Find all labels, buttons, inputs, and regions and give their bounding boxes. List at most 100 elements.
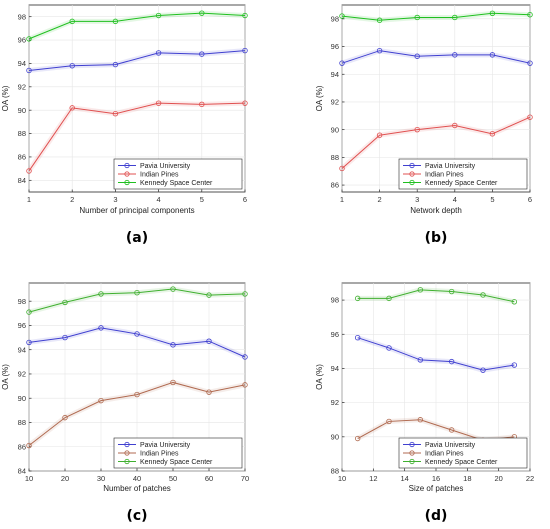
data-point [376, 48, 383, 54]
x-tick-label: 3 [415, 195, 419, 204]
data-point [98, 397, 104, 404]
y-tick-label: 88 [331, 467, 339, 476]
data-point [69, 105, 75, 111]
data-point [527, 60, 533, 66]
x-tick-label: 12 [369, 474, 377, 483]
data-point [376, 132, 383, 138]
data-point [511, 299, 518, 305]
x-tick-label: 6 [243, 195, 247, 204]
data-point [199, 10, 205, 16]
y-tick-label: 98 [331, 14, 339, 23]
y-tick-label: 94 [18, 59, 26, 68]
x-tick-label: 2 [378, 195, 382, 204]
x-tick-label: 60 [205, 474, 213, 483]
data-point [112, 61, 119, 68]
data-point [417, 357, 424, 363]
data-point [527, 114, 533, 120]
legend-entry: Pavia University [425, 163, 476, 170]
x-tick-label: 18 [463, 474, 471, 483]
data-point [448, 427, 455, 433]
data-point [489, 52, 496, 58]
x-tick-label: 40 [133, 474, 141, 483]
y-tick-label: 96 [18, 321, 26, 330]
y-axis-label: OA (%) [1, 85, 10, 111]
data-point [26, 36, 32, 42]
legend-entry: Kennedy Space Center [140, 459, 213, 466]
data-point [170, 342, 176, 348]
data-point [480, 292, 486, 298]
data-point [448, 288, 455, 295]
data-point [26, 339, 32, 346]
x-tick-label: 3 [113, 195, 117, 204]
legend-swatch-marker [409, 171, 415, 177]
data-point [98, 291, 104, 297]
legend-swatch-marker [124, 450, 130, 456]
x-tick-label: 1 [27, 195, 31, 204]
data-point [452, 122, 458, 129]
legend-swatch-marker [124, 162, 130, 169]
data-point [155, 100, 162, 106]
data-point [134, 290, 140, 296]
data-point [206, 338, 212, 344]
data-point [170, 379, 176, 386]
data-point [386, 345, 392, 351]
x-tick-label: 20 [61, 474, 69, 483]
y-tick-label: 90 [18, 106, 26, 115]
data-point [448, 358, 455, 365]
data-point [489, 131, 496, 137]
data-point [414, 53, 420, 59]
y-tick-label: 86 [18, 442, 26, 451]
y-tick-label: 88 [18, 418, 26, 427]
data-point [489, 10, 496, 17]
series-line [357, 289, 515, 303]
x-tick-label: 50 [169, 474, 177, 483]
y-axis-label: OA (%) [1, 364, 10, 390]
data-point [339, 165, 345, 172]
legend-entry: Pavia University [140, 163, 191, 170]
y-tick-label: 98 [331, 296, 339, 305]
data-point [480, 367, 486, 373]
chart-panel-3: 10 20 30 40 50 60 70 84 86 88 90 92 94 96 98 Number of … [1, 282, 249, 524]
data-point [376, 17, 383, 23]
y-tick-label: 94 [331, 364, 339, 373]
data-point [414, 14, 420, 21]
x-tick-label: 5 [490, 195, 494, 204]
data-point [354, 435, 361, 442]
x-tick-label: 30 [97, 474, 105, 483]
x-tick-label: 5 [200, 195, 204, 204]
y-tick-label: 94 [18, 345, 26, 354]
legend-swatch-marker [124, 441, 130, 448]
legend-swatch-marker [124, 179, 130, 186]
legend-entry: Kennedy Space Center [425, 180, 498, 187]
legend-entry: Indian Pines [140, 171, 179, 178]
x-tick-label: 70 [241, 474, 249, 483]
y-axis-label: OA (%) [315, 364, 324, 390]
data-point [155, 12, 162, 19]
data-point [69, 18, 75, 25]
series-line [357, 337, 515, 371]
series-3 [26, 286, 248, 315]
data-point [112, 18, 119, 25]
y-tick-label: 96 [331, 330, 339, 339]
series-1 [339, 48, 533, 66]
x-tick-label: 14 [400, 474, 408, 483]
legend-entry: Indian Pines [425, 450, 464, 457]
data-point [242, 354, 248, 360]
data-point [26, 67, 32, 74]
series-line [28, 102, 246, 172]
chart-panel-1: 1 2 3 4 5 6 84 86 88 90 92 94 96 98 Number of principa… [1, 4, 248, 246]
x-axis-label: Number of patches [103, 484, 171, 493]
data-point [417, 417, 424, 423]
series-3 [26, 10, 248, 42]
data-point [62, 414, 68, 421]
x-tick-label: 6 [528, 195, 532, 204]
y-tick-label: 90 [331, 125, 339, 134]
y-tick-label: 92 [331, 98, 339, 107]
x-tick-label: 4 [453, 195, 457, 204]
legend-swatch-marker [409, 441, 415, 448]
panel-label: (b) [425, 230, 448, 246]
